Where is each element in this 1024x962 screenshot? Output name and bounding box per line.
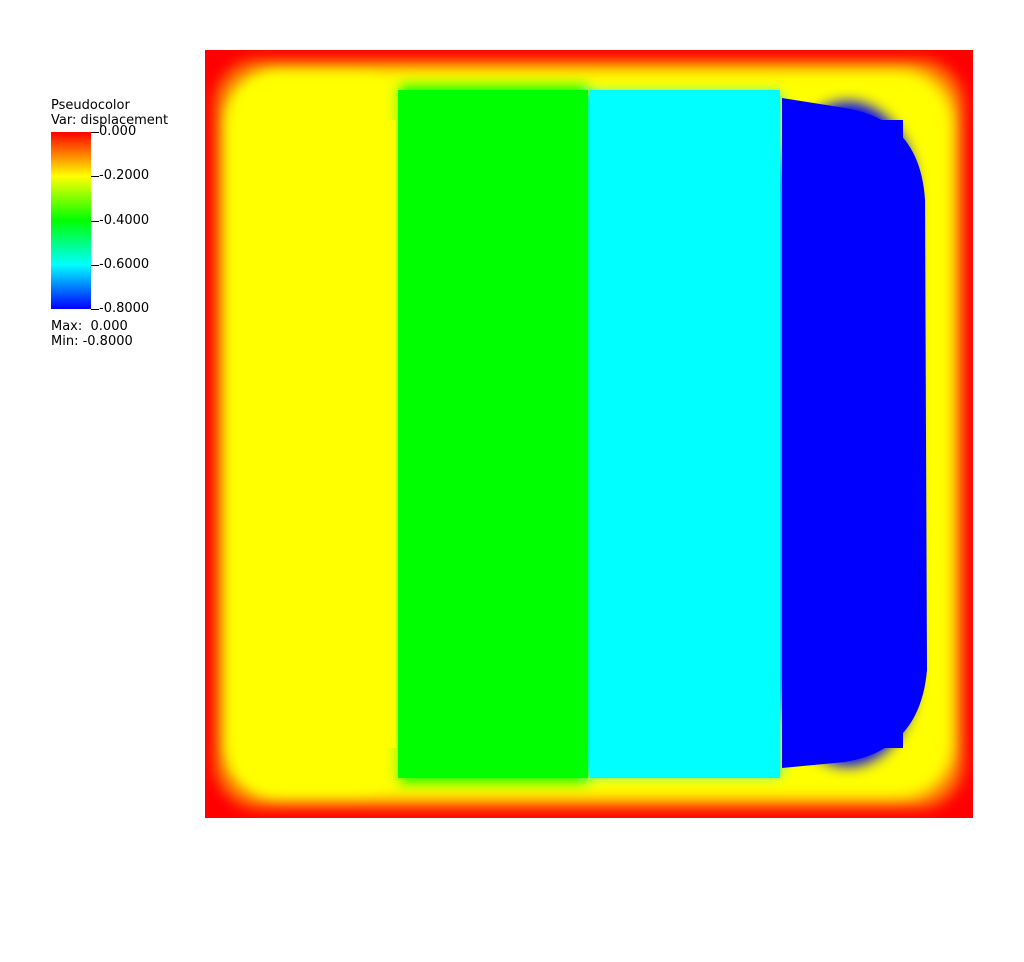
band-core-0 bbox=[235, 120, 396, 748]
tick-mark bbox=[91, 309, 99, 310]
min-max-block: Max: 0.000 Min: -0.8000 bbox=[51, 319, 133, 349]
tick-label: -0.4000 bbox=[99, 213, 150, 228]
tick-label: -0.2000 bbox=[99, 168, 150, 183]
band-core-2 bbox=[590, 90, 780, 778]
tick-mark bbox=[91, 265, 99, 266]
colorbar bbox=[51, 132, 91, 309]
max-label: Max: 0.000 bbox=[51, 319, 128, 334]
tick-mark bbox=[91, 132, 99, 133]
min-label: Min: -0.8000 bbox=[51, 334, 133, 349]
legend-plot-type: Pseudocolor bbox=[51, 98, 130, 113]
tick-label: -0.6000 bbox=[99, 257, 150, 272]
tick-mark bbox=[91, 176, 99, 177]
band-core-end bbox=[782, 98, 927, 768]
pseudocolor-plot bbox=[205, 50, 973, 818]
tick-mark bbox=[91, 221, 99, 222]
legend-variable: Var: displacement bbox=[51, 113, 169, 128]
tick-label: -0.8000 bbox=[99, 301, 150, 316]
tick-label: 0.000 bbox=[99, 124, 137, 139]
band-core-1 bbox=[398, 90, 588, 778]
plot-svg bbox=[205, 50, 973, 818]
